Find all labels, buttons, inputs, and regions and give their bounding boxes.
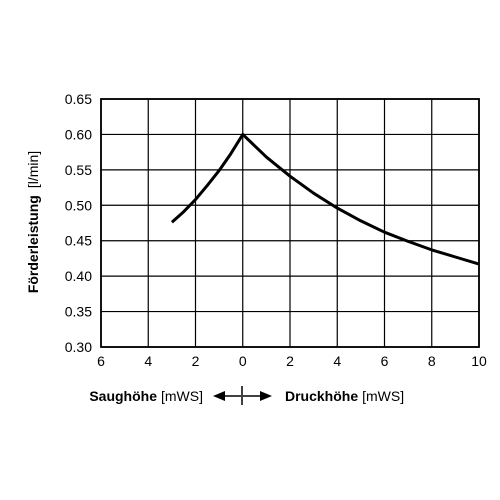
x-axis-label-left-main: Saughöhe bbox=[89, 388, 157, 404]
x-tick-labels: 6 4 2 0 2 4 6 8 10 bbox=[97, 353, 487, 369]
y-axis-label-main: Förderleistung bbox=[25, 195, 41, 293]
x-tick-label: 10 bbox=[471, 353, 487, 369]
x-axis-label-right-main: Druckhöhe bbox=[285, 388, 358, 404]
x-axis-label-right-unit: [mWS] bbox=[362, 388, 404, 404]
y-tick-label: 0.40 bbox=[65, 268, 92, 284]
plot-frame bbox=[100, 98, 480, 348]
x-tick-label: 2 bbox=[192, 353, 200, 369]
x-axis-label-right: Druckhöhe [mWS] bbox=[285, 388, 404, 404]
x-tick-label: 6 bbox=[97, 353, 105, 369]
x-tick-label: 4 bbox=[144, 353, 152, 369]
x-tick-label: 2 bbox=[286, 353, 294, 369]
y-tick-label: 0.35 bbox=[65, 304, 92, 320]
x-tick-label: 4 bbox=[333, 353, 341, 369]
series-line bbox=[170, 132, 480, 266]
x-tick-label: 6 bbox=[381, 353, 389, 369]
y-tick-labels: 0.30 0.35 0.40 0.45 0.50 0.55 0.60 0.65 bbox=[65, 91, 92, 355]
x-axis-label-left: Saughöhe [mWS] bbox=[89, 388, 203, 404]
right-arrow-icon bbox=[260, 391, 272, 401]
y-axis-label-unit: [l/min] bbox=[25, 151, 41, 188]
grid bbox=[100, 98, 480, 348]
x-axis-label-left-unit: [mWS] bbox=[161, 388, 203, 404]
y-tick-label: 0.30 bbox=[65, 339, 92, 355]
x-tick-label: 8 bbox=[428, 353, 436, 369]
left-arrow-icon bbox=[213, 391, 225, 401]
y-tick-label: 0.55 bbox=[65, 162, 92, 178]
y-axis-label: Förderleistung [l/min] bbox=[25, 151, 41, 293]
y-tick-label: 0.60 bbox=[65, 126, 92, 142]
direction-arrows bbox=[213, 386, 272, 405]
y-tick-label: 0.65 bbox=[65, 91, 92, 107]
x-tick-label: 0 bbox=[239, 353, 247, 369]
y-tick-label: 0.45 bbox=[65, 233, 92, 249]
y-tick-label: 0.50 bbox=[65, 197, 92, 213]
